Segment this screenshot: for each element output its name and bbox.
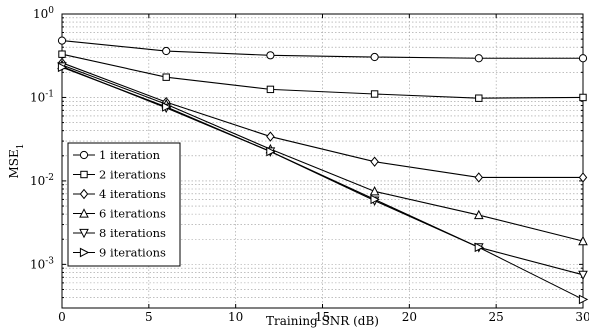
series-6 xyxy=(57,62,589,305)
legend-label: 2 iterations xyxy=(99,168,166,182)
legend-item: 6 iterations xyxy=(73,207,166,221)
triangle-up-marker xyxy=(578,235,588,246)
series-line xyxy=(61,64,584,242)
y-tick-label: 10-1 xyxy=(30,89,54,104)
triangle-right-marker xyxy=(57,62,68,73)
diamond-marker xyxy=(578,172,588,183)
square-marker xyxy=(475,94,483,102)
series-line xyxy=(61,62,583,179)
triangle-down-marker xyxy=(79,228,89,239)
y-tick-exponent: -1 xyxy=(45,89,54,99)
x-tick-label: 15 xyxy=(315,310,330,324)
circle-marker xyxy=(370,52,379,62)
legend-item: 8 iterations xyxy=(73,226,166,240)
circle-marker xyxy=(162,46,171,56)
y-axis-label-subscript: 1 xyxy=(16,143,26,149)
legend-label: 1 iteration xyxy=(99,148,161,162)
legend-label: 6 iterations xyxy=(99,207,166,221)
square-marker xyxy=(58,50,66,58)
x-tick-label: 10 xyxy=(228,310,243,324)
legend: 1 iteration 2 iterations 4 iterations 6 ite… xyxy=(67,142,181,267)
x-tick-label: 25 xyxy=(489,310,504,324)
x-tick-label: 30 xyxy=(575,310,589,324)
circle-marker xyxy=(57,36,67,45)
square-marker xyxy=(162,73,170,81)
triangle-up-marker xyxy=(369,186,380,196)
legend-label: 8 iterations xyxy=(99,226,166,240)
x-tick-label: 5 xyxy=(145,310,153,324)
diamond-marker xyxy=(370,156,379,167)
triangle-right-marker xyxy=(266,146,276,157)
y-tick-exponent: -2 xyxy=(45,173,54,183)
series-line xyxy=(61,65,584,276)
y-tick-base: 10 xyxy=(30,257,45,271)
series-line xyxy=(61,53,584,99)
diamond-marker xyxy=(266,131,275,142)
y-tick-label: 10-2 xyxy=(30,173,54,188)
square-marker xyxy=(579,93,587,102)
diamond-marker xyxy=(474,172,484,183)
x-axis-label: Training SNR (dB) xyxy=(266,314,379,328)
legend-label: 4 iterations xyxy=(99,187,166,201)
square-marker xyxy=(370,90,379,98)
y-tick-exponent: 0 xyxy=(48,6,54,16)
series-line xyxy=(61,40,583,59)
y-axis-label: MSE1 xyxy=(7,143,26,178)
square-marker xyxy=(80,170,88,179)
triangle-right-marker xyxy=(474,242,485,253)
legend-item: 4 iterations xyxy=(73,187,166,201)
circle-marker xyxy=(79,150,89,160)
circle-marker xyxy=(266,51,275,60)
series-layer xyxy=(57,36,589,305)
series-2 xyxy=(58,50,587,102)
legend-item: 2 iterations xyxy=(73,168,166,182)
legend-item: 9 iterations xyxy=(73,246,166,260)
triangle-up-marker xyxy=(79,208,89,218)
legend-item: 1 iteration xyxy=(73,148,161,162)
y-tick-label: 100 xyxy=(33,6,54,21)
y-tick-exponent: -3 xyxy=(45,256,54,266)
series-1 xyxy=(57,36,588,63)
triangle-down-marker xyxy=(578,270,588,281)
circle-marker xyxy=(474,54,483,63)
grid-lines xyxy=(62,14,583,308)
triangle-up-marker xyxy=(473,209,484,220)
legend-box xyxy=(67,142,181,267)
y-tick-base: 10 xyxy=(30,90,45,104)
triangle-right-marker xyxy=(578,294,589,305)
y-axis-label-main: MSE xyxy=(7,149,21,178)
x-tick-label: 20 xyxy=(402,310,417,324)
triangle-right-marker xyxy=(162,102,172,112)
legend-label: 9 iterations xyxy=(99,246,166,260)
circle-marker xyxy=(578,54,588,63)
x-tick-label: 0 xyxy=(58,310,66,324)
triangle-right-marker xyxy=(370,194,380,205)
y-tick-base: 10 xyxy=(30,174,45,188)
y-tick-base: 10 xyxy=(33,7,48,21)
series-line xyxy=(61,66,584,300)
diamond-marker xyxy=(79,188,89,200)
y-tick-label: 10-3 xyxy=(30,256,54,271)
square-marker xyxy=(266,85,275,94)
triangle-right-marker xyxy=(79,247,90,258)
